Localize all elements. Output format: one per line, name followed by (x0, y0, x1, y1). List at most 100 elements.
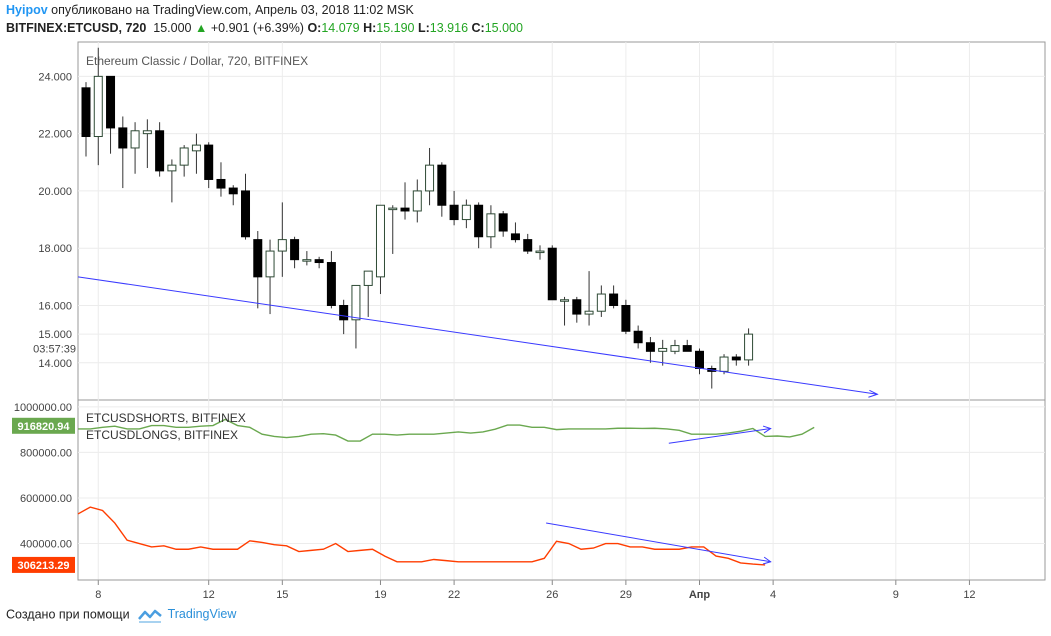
longs-trend-arrow-head (762, 556, 772, 565)
candle-body (167, 164, 177, 172)
price-tick-label: 18.000 (38, 243, 72, 255)
open-value: 14.079 (321, 21, 360, 35)
candle-body (277, 239, 287, 252)
price-tick-label: 22.000 (38, 129, 72, 141)
candle-body (253, 239, 263, 278)
longs-legend: ETCUSDLONGS, BITFINEX (86, 428, 238, 442)
candle-body (130, 130, 140, 149)
candle-body (658, 347, 668, 352)
candle-body (461, 204, 471, 221)
x-tick-label: 12 (203, 589, 215, 601)
candle-body (363, 270, 373, 286)
candle-body (744, 333, 754, 361)
x-tick-label: 19 (374, 589, 386, 601)
low-value: 13.916 (429, 21, 469, 35)
candle-body (510, 233, 520, 241)
candle-body (400, 207, 410, 212)
countdown-label: 03:57:39 (33, 343, 76, 355)
candle-body (498, 213, 508, 232)
shorts-legend: ETCUSDSHORTS, BITFINEX (86, 411, 246, 425)
up-arrow-icon: ▲ (194, 21, 208, 35)
candle-body (412, 190, 422, 212)
shorts-last-tag-bg (12, 417, 75, 434)
candle-body (719, 356, 729, 372)
x-tick-label: Апр (689, 589, 711, 601)
candle-body (265, 250, 275, 278)
longs-last-tag: 306213.29 (18, 560, 70, 572)
candle-body (547, 247, 557, 301)
longs-line (77, 506, 766, 566)
candle-body (106, 75, 116, 129)
price-tick-label: 24.000 (38, 71, 72, 83)
tradingview-link[interactable]: TradingView (167, 607, 237, 622)
longs-trend-arrow (546, 522, 771, 563)
candle-body (572, 299, 582, 315)
x-tick-label: 29 (620, 589, 632, 601)
low-label: L: (417, 21, 430, 35)
indicator-tick-label: 800000.00 (20, 447, 72, 459)
author-link[interactable]: Hyipov (6, 3, 48, 17)
shorts-line (78, 418, 815, 442)
open-label: O: (307, 21, 322, 35)
candle-body (375, 204, 385, 278)
indicator-tick-label: 400000.00 (20, 539, 72, 551)
chart-title: Ethereum Classic / Dollar, 720, BITFINEX (86, 54, 308, 68)
indicator-pane (77, 399, 1046, 581)
candle-body (437, 164, 447, 206)
candle-body (155, 130, 165, 172)
candle-body (93, 75, 103, 138)
candle-body (302, 259, 312, 262)
x-tick-label: 15 (276, 589, 288, 601)
created-with-label: Создано при помощи (6, 607, 130, 622)
candle-body (81, 87, 91, 138)
candle-body (474, 204, 484, 238)
candle-body (670, 345, 680, 352)
candle-body (560, 299, 570, 302)
ohlc-line: BITFINEX:ETCUSD, 720 15.000 ▲ +0.901 (+6… (6, 21, 523, 35)
candle-body (179, 147, 189, 166)
candle-body (682, 345, 692, 352)
candle-body (290, 239, 300, 261)
candle-body (645, 342, 655, 352)
candle-body (339, 304, 349, 321)
candle-body (523, 239, 533, 252)
candle-body (241, 190, 251, 238)
change-label: +0.901 (+6.39%) (210, 21, 304, 35)
candle-body (731, 356, 741, 361)
shorts-trend-arrow-head (762, 425, 772, 434)
price-trendline-arrow (868, 389, 879, 398)
candle-body (118, 127, 128, 149)
candle-body (535, 250, 545, 254)
candle-body (621, 304, 631, 332)
candle-body (425, 164, 435, 192)
price-tick-label: 15.000 (38, 329, 72, 341)
candle-body (228, 187, 238, 195)
tradingview-logo-icon (137, 609, 162, 623)
published-text: опубликовано на TradingView.com, Апрель … (51, 3, 414, 17)
x-tick-label: 4 (770, 589, 776, 601)
shorts-trend-arrow (668, 427, 771, 444)
candle-body (596, 293, 606, 312)
candle-body (584, 310, 594, 315)
shorts-last-tag: 916820.94 (18, 421, 71, 433)
footer: Создано при помощи TradingView (6, 607, 236, 623)
publish-info: Hyipov опубликовано на TradingView.com, … (6, 3, 414, 17)
symbol-label: BITFINEX:ETCUSD, 720 (6, 21, 147, 35)
candle-body (314, 259, 324, 264)
candle-body (695, 350, 704, 369)
candle-body (351, 284, 361, 321)
longs-last-tag-bg (12, 556, 75, 573)
price-label: 15.000 (153, 21, 192, 35)
candle-body (326, 262, 336, 306)
candles-group (81, 47, 754, 389)
candle-body (609, 293, 619, 306)
close-label: C: (471, 21, 485, 35)
candle-body (216, 178, 226, 189)
high-label: H: (363, 21, 377, 35)
price-tick-label: 14.000 (38, 358, 72, 370)
x-tick-label: 12 (963, 589, 975, 601)
price-pane (77, 41, 1046, 401)
x-tick-label: 26 (546, 589, 558, 601)
candle-body (449, 204, 459, 221)
